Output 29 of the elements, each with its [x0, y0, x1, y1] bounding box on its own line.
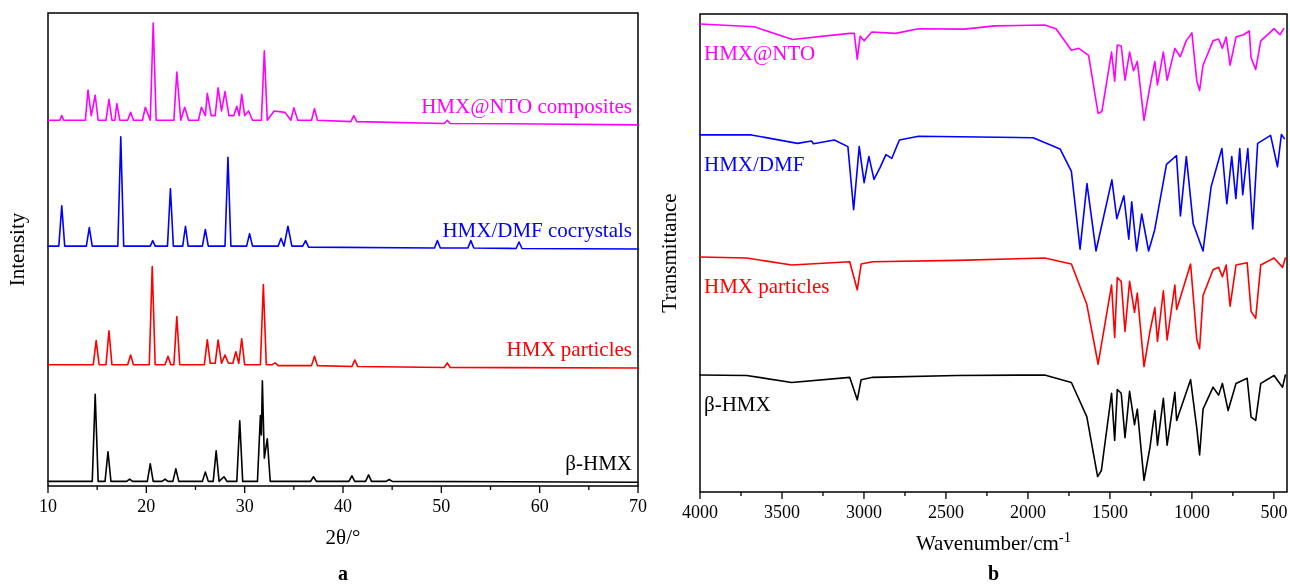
x-tick-label: 500: [1260, 502, 1288, 522]
series-label: β-HMX: [565, 451, 632, 476]
x-tick-label: 1500: [1091, 502, 1128, 522]
x-tick-label: 2500: [927, 502, 964, 522]
x-tick-label: 60: [530, 496, 549, 516]
series-label: HMX/DMF: [704, 151, 805, 176]
x-tick-label: 10: [39, 496, 57, 516]
series-label: HMX@NTO composites: [421, 93, 632, 118]
y-axis-title: Intensity: [5, 212, 29, 287]
x-tick-label: 3500: [763, 502, 800, 522]
series-label: HMX@NTO: [704, 41, 816, 65]
series-label: HMX/DMF cocrystals: [442, 217, 632, 242]
x-tick-label: 40: [334, 496, 352, 516]
x-tick-label: 70: [629, 496, 647, 516]
x-tick-label: 4000: [682, 502, 718, 522]
y-axis-title: Transmittance: [657, 193, 681, 313]
series-label: β-HMX: [704, 392, 771, 416]
x-axis-title: 2θ/°: [325, 525, 361, 549]
text: b: [987, 562, 1000, 584]
x-tick-label: 30: [235, 496, 254, 516]
x-tick-label: 3000: [845, 502, 882, 522]
x-axis-title: Wavenumber/cm$^{-1}$: [915, 529, 1072, 555]
text: a: [338, 562, 348, 584]
series-label: HMX particles: [506, 336, 632, 361]
x-tick-label: 2000: [1009, 502, 1046, 522]
x-tick-label: 50: [432, 496, 451, 516]
x-tick-label: 1000: [1173, 502, 1210, 522]
series-label: HMX particles: [704, 274, 830, 299]
x-tick-label: 20: [137, 496, 156, 516]
